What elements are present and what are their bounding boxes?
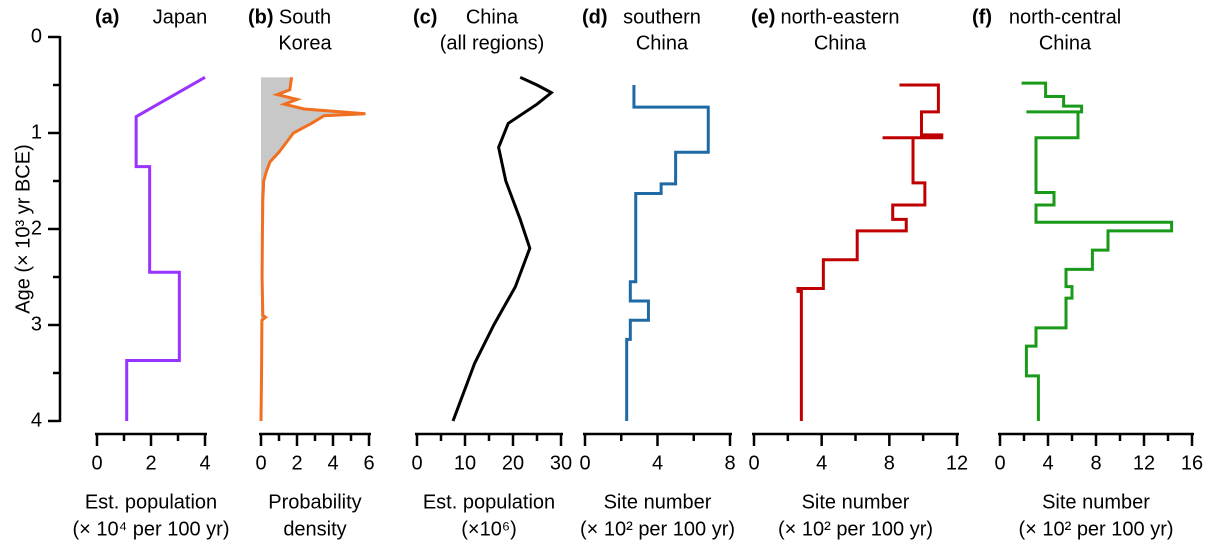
x-tick-label: 4: [199, 452, 210, 474]
x-axis-label: (× 10² per 100 yr): [580, 518, 735, 540]
panel-title: China: [636, 32, 689, 54]
x-tick-label: 6: [363, 452, 374, 474]
panel-label: (a): [95, 6, 119, 28]
panel-title: China: [466, 6, 519, 28]
x-tick-label: 8: [884, 452, 895, 474]
x-axis-label: density: [283, 518, 346, 540]
x-axis-label: Est. population: [85, 491, 217, 513]
x-tick-label: 2: [145, 452, 156, 474]
x-tick-label: 2: [291, 452, 302, 474]
x-tick-label: 12: [1133, 452, 1155, 474]
x-tick-label: 4: [1042, 452, 1053, 474]
x-tick-label: 0: [255, 452, 266, 474]
y-tick-label: 0: [31, 25, 42, 47]
line: [259, 77, 366, 422]
x-axis-label: Site number: [802, 491, 910, 513]
y-tick-label: 4: [31, 409, 42, 431]
y-tick-label: 3: [31, 313, 42, 335]
x-tick-label: 0: [748, 452, 759, 474]
x-tick-label: 0: [411, 452, 422, 474]
x-axis-label: (× 10² per 100 yr): [1018, 518, 1173, 540]
panel-title: China: [1039, 32, 1092, 54]
x-tick-label: 30: [550, 452, 572, 474]
x-axis-label: Site number: [1042, 491, 1150, 513]
panel-title: north-eastern: [781, 6, 900, 28]
line: [625, 85, 710, 421]
x-tick-label: 4: [652, 452, 663, 474]
panel-title: Korea: [278, 32, 332, 54]
panel-title: South: [279, 6, 331, 28]
x-tick-label: 8: [724, 452, 735, 474]
x-tick-label: 20: [502, 452, 524, 474]
panel-label: (d): [582, 6, 608, 28]
x-axis-label: (× 10⁴ per 100 yr): [72, 518, 229, 540]
x-axis-label: (×10⁶): [461, 518, 516, 540]
area: [261, 77, 366, 421]
x-tick-label: 0: [91, 452, 102, 474]
line: [1021, 81, 1174, 421]
x-axis-label: Est. population: [423, 491, 555, 513]
x-tick-label: 12: [946, 452, 968, 474]
line: [451, 75, 555, 422]
panel-title: Japan: [153, 6, 208, 28]
x-tick-label: 16: [1181, 452, 1203, 474]
y-axis-label: Age (× 10³ yr BCE): [12, 144, 34, 314]
y-tick-label: 1: [31, 121, 42, 143]
panel-label: (e): [751, 6, 775, 28]
x-axis-label: Site number: [604, 491, 712, 513]
x-tick-label: 0: [579, 452, 590, 474]
line: [125, 76, 206, 421]
x-tick-label: 4: [816, 452, 827, 474]
line: [796, 83, 944, 421]
x-axis-label: Probability: [268, 491, 361, 513]
x-axis-label: (× 10² per 100 yr): [778, 518, 933, 540]
x-tick-label: 8: [1090, 452, 1101, 474]
panel-label: (b): [248, 6, 274, 28]
x-tick-label: 4: [327, 452, 338, 474]
y-tick-label: 2: [31, 217, 42, 239]
x-tick-label: 10: [454, 452, 476, 474]
panel-title: north-central: [1009, 6, 1121, 28]
panel-label: (c): [413, 6, 437, 28]
panel-title: southern: [623, 6, 701, 28]
panel-title: (all regions): [440, 32, 544, 54]
panel-title: China: [814, 32, 867, 54]
x-tick-label: 0: [994, 452, 1005, 474]
panel-label: (f): [972, 6, 992, 28]
